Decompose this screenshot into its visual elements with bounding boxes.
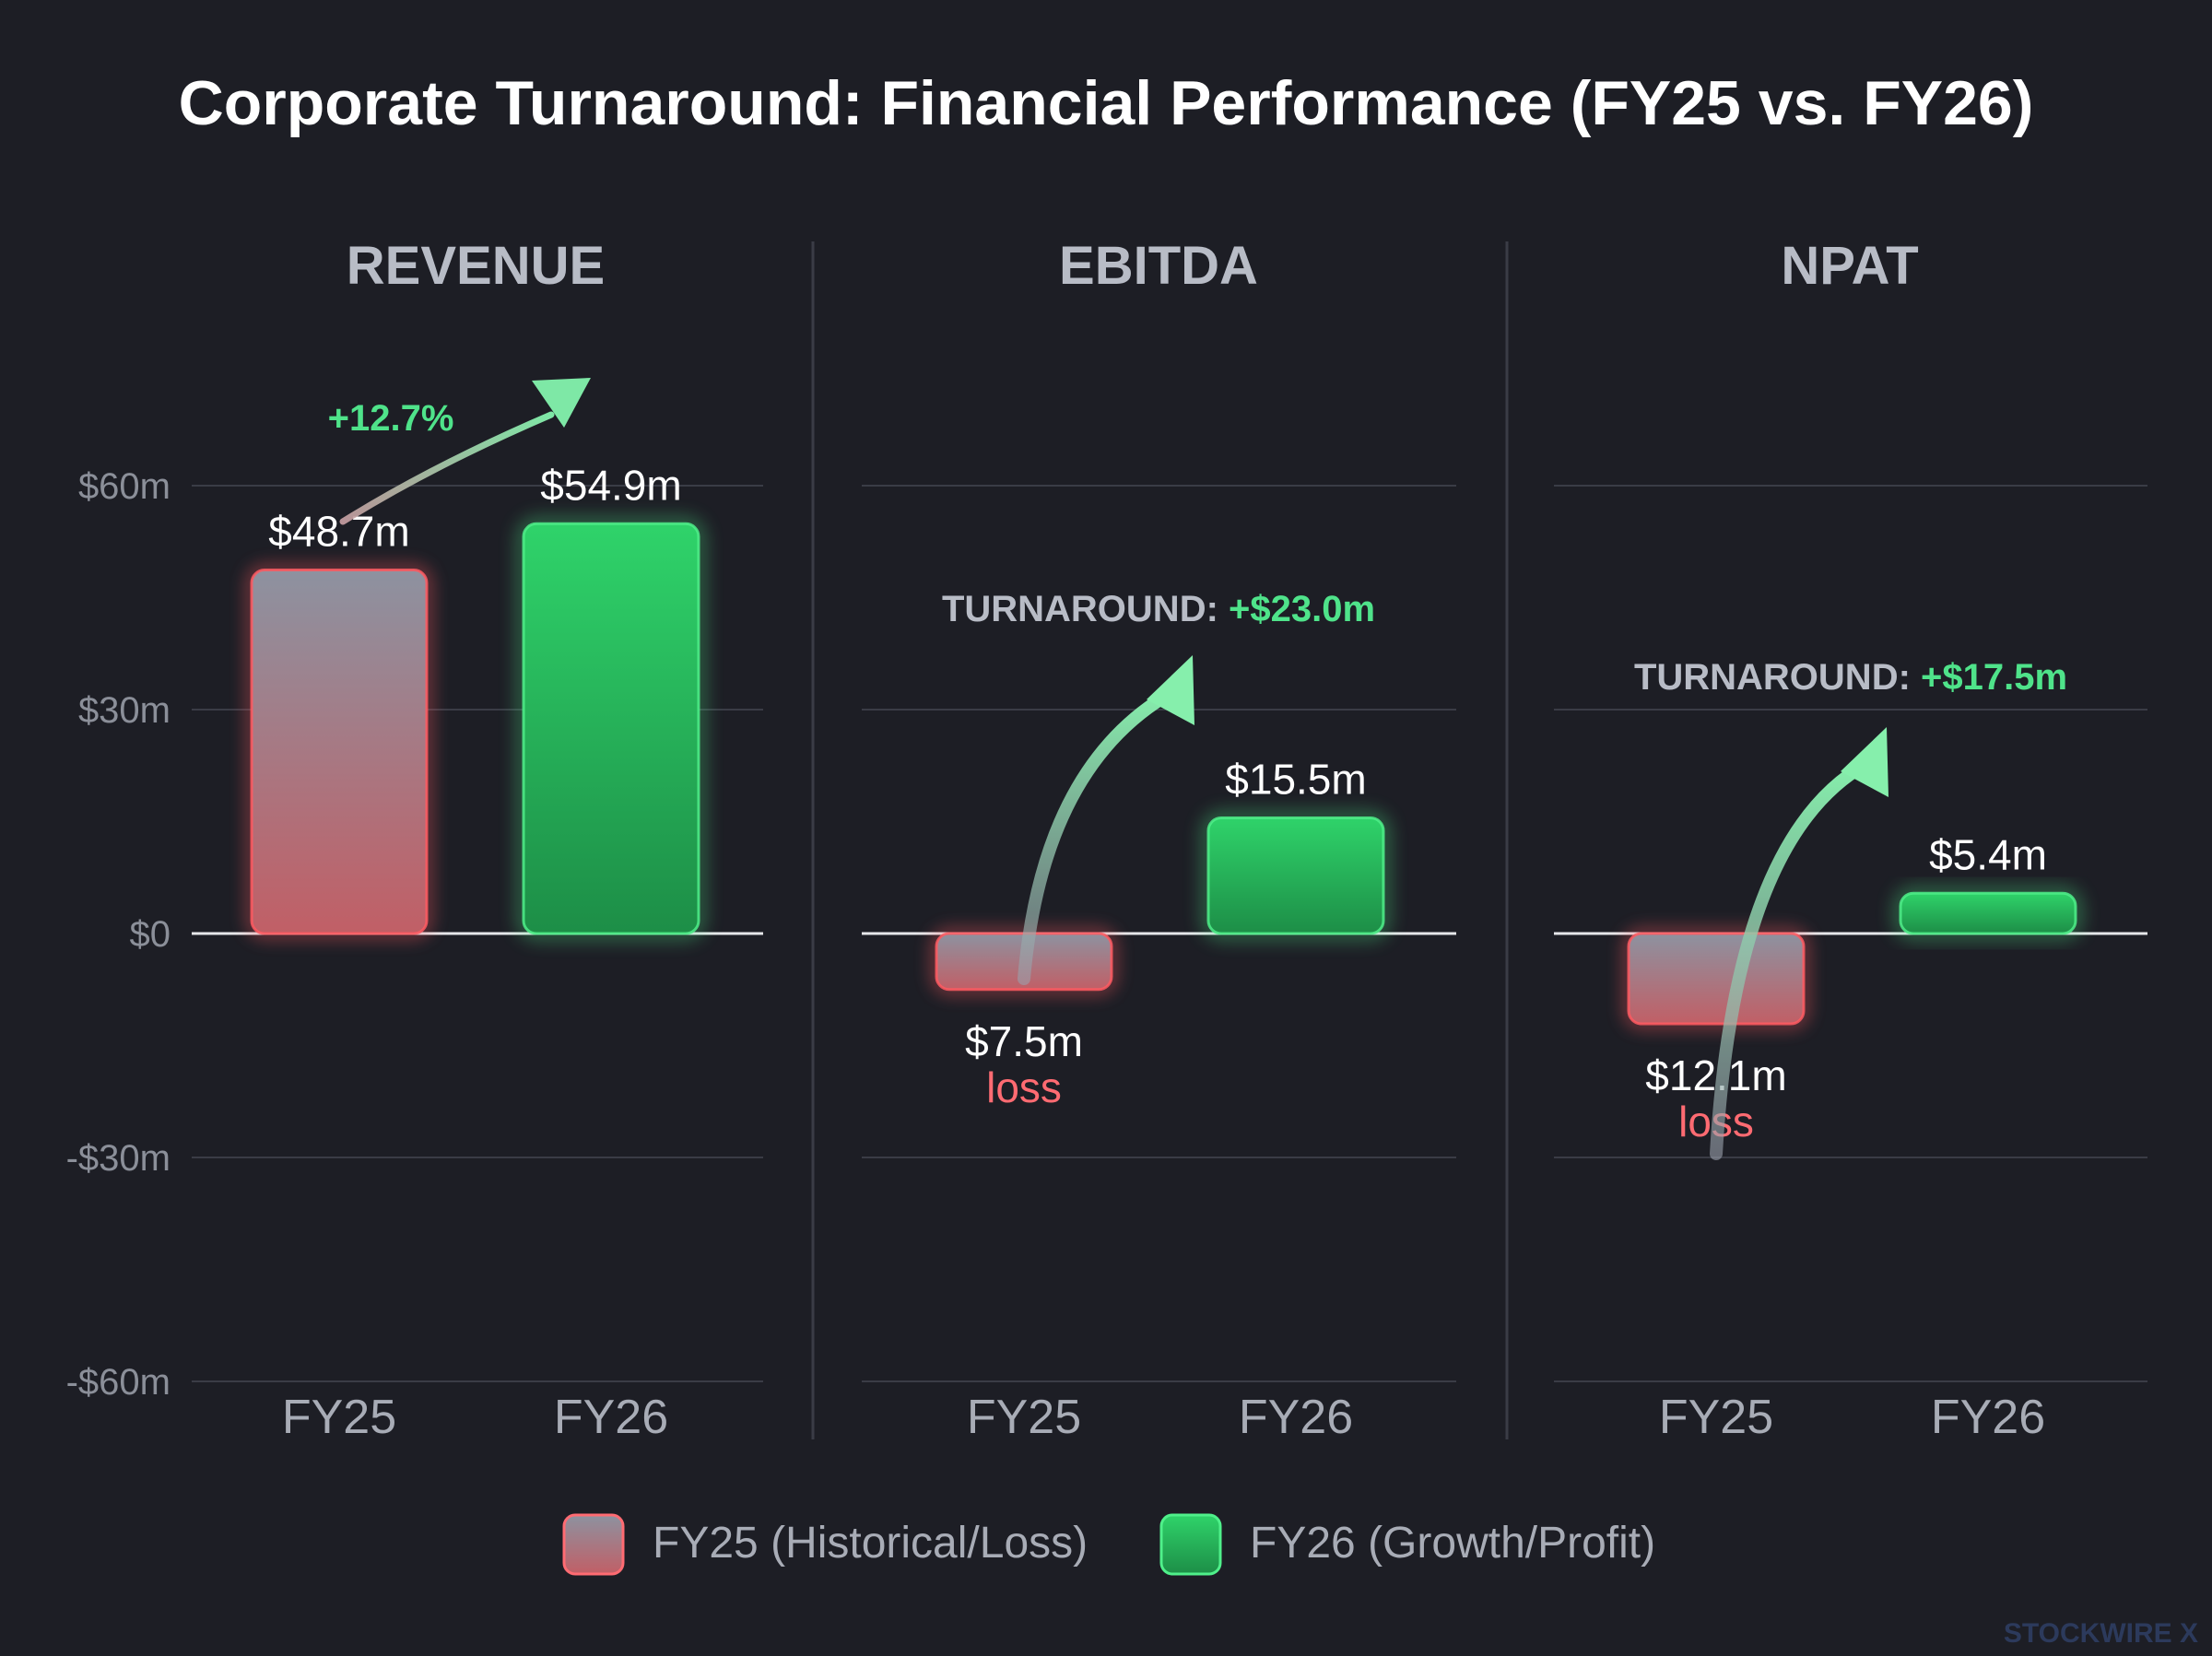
legend-label-fy25: FY25 (Historical/Loss) — [653, 1519, 1088, 1568]
growth-arrow — [339, 411, 555, 525]
x-tick-label: FY25 — [282, 1391, 396, 1444]
data-label: $7.5m — [965, 1017, 1083, 1065]
x-tick-label: FY26 — [1931, 1391, 2045, 1444]
bar-fy26 — [522, 522, 700, 935]
x-tick-label: FY26 — [1239, 1391, 1353, 1444]
turnaround-arrow-head — [1841, 727, 1888, 797]
turnaround-annotation: TURNAROUND: +$23.0m — [942, 589, 1375, 629]
data-label: $54.9m — [540, 461, 681, 509]
growth-annotation: +12.7% — [328, 398, 454, 439]
turnaround-annotation: TURNAROUND: +$17.5m — [1634, 657, 2067, 698]
x-tick-label: FY25 — [1659, 1391, 1773, 1444]
data-label: $48.7m — [268, 508, 409, 556]
panel-revenue: REVENUE $60m $30m $0 -$30m -$60m $48.7m FY25 $54… — [66, 236, 763, 1444]
turnaround-arrow — [1018, 686, 1179, 985]
y-tick-label: $60m — [78, 466, 171, 507]
data-label: $5.4m — [1929, 830, 2047, 878]
x-tick-label: FY25 — [967, 1391, 1081, 1444]
y-tick-label: $30m — [78, 690, 171, 731]
y-tick-label: -$60m — [66, 1362, 171, 1403]
turnaround-arrow-head — [1147, 655, 1194, 725]
bar-fy26 — [1206, 816, 1385, 935]
y-tick-label: $0 — [130, 914, 171, 955]
panel-title: NPAT — [1781, 236, 1918, 296]
bar-fy25 — [1627, 932, 1806, 1026]
turnaround-arrow — [1710, 758, 1873, 1160]
legend-swatch-fy26 — [1159, 1513, 1222, 1576]
x-tick-label: FY26 — [554, 1391, 668, 1444]
panel-title: EBITDA — [1059, 236, 1258, 296]
legend-label-fy26: FY26 (Growth/Profit) — [1250, 1519, 1655, 1568]
growth-arrow-head — [532, 378, 591, 428]
legend-swatch-fy25 — [562, 1513, 625, 1576]
loss-label: loss — [986, 1063, 1062, 1111]
chart-panels: REVENUE $60m $30m $0 -$30m -$60m $48.7m FY25 $54… — [66, 236, 2147, 1444]
y-tick-label: -$30m — [66, 1138, 171, 1179]
bar-fy25 — [250, 569, 429, 935]
panel-title: REVENUE — [347, 236, 605, 296]
watermark: STOCKWIRE X — [2004, 1618, 2198, 1649]
data-label: $15.5m — [1225, 755, 1366, 803]
legend: FY25 (Historical/Loss) FY26 (Growth/Prof… — [562, 1513, 1655, 1576]
chart-title: Corporate Turnaround: Financial Performa… — [179, 68, 2034, 138]
bar-fy26 — [1899, 891, 2077, 935]
